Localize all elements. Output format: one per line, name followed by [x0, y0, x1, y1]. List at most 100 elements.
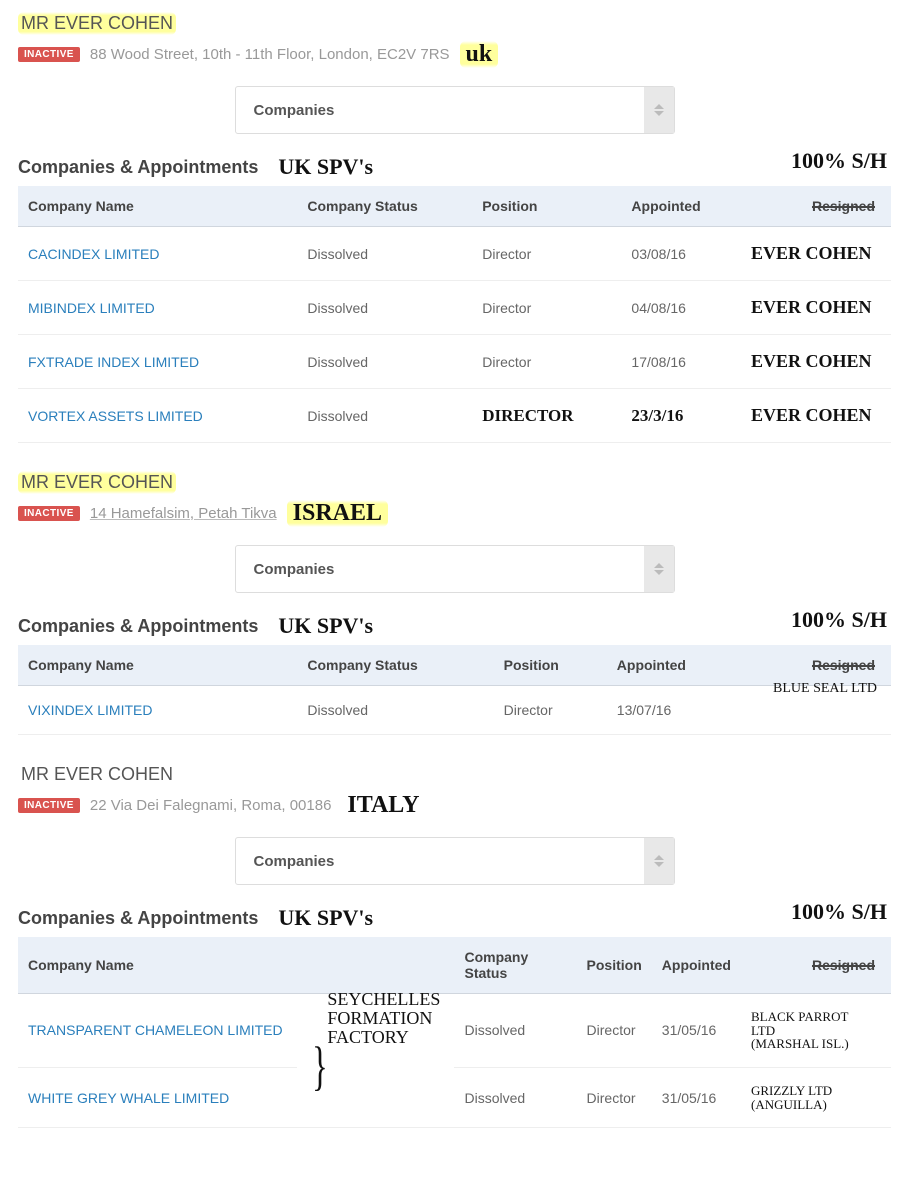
cell-note: EVER COHEN: [741, 389, 891, 443]
th-resigned: Resigned: [741, 645, 891, 686]
address-text: 22 Via Dei Falegnami, Roma, 00186: [90, 797, 332, 814]
th-brace: [297, 937, 454, 994]
cell-company: TRANSPARENT CHAMELEON LIMITED: [18, 994, 297, 1068]
companies-dropdown[interactable]: Companies: [235, 545, 675, 593]
table-body: VIXINDEX LIMITEDDissolvedDirector13/07/1…: [18, 686, 891, 735]
th-position: Position: [472, 186, 621, 227]
company-link[interactable]: VIXINDEX LIMITED: [28, 702, 152, 718]
company-link[interactable]: CACINDEX LIMITED: [28, 246, 159, 262]
status-badge: INACTIVE: [18, 47, 80, 62]
annotation-owner: EVER COHEN: [751, 243, 872, 263]
cell-status: Dissolved: [297, 281, 472, 335]
cell-appointed: 04/08/16: [621, 281, 741, 335]
annotation-owner: EVER COHEN: [751, 297, 872, 317]
person-section: MR EVER COHENINACTIVE14 Hamefalsim, Peta…: [18, 471, 891, 735]
companies-dropdown[interactable]: Companies: [235, 86, 675, 134]
dropdown-handle[interactable]: [644, 838, 674, 884]
ca-heading: Companies & Appointments: [18, 908, 258, 929]
th-resigned-text: Resigned: [812, 957, 875, 973]
person-name: MR EVER COHEN: [18, 471, 176, 494]
dropdown-handle[interactable]: [644, 546, 674, 592]
company-link[interactable]: MIBINDEX LIMITED: [28, 300, 155, 316]
table-body: CACINDEX LIMITEDDissolvedDirector03/08/1…: [18, 227, 891, 443]
th-position: Position: [577, 937, 652, 994]
person-section: MR EVER COHEN INACTIVE 22 Via Dei Falegnam…: [18, 763, 891, 1128]
annotation-uk-spv: UK SPV's: [278, 905, 373, 931]
person-name: MR EVER COHEN: [18, 763, 176, 786]
cell-appointed: 03/08/16: [621, 227, 741, 281]
dropdown-handle[interactable]: [644, 87, 674, 133]
cell-note: EVER COHEN: [741, 227, 891, 281]
cell-appointed: 31/05/16: [652, 994, 741, 1068]
th-resigned-text: Resigned: [812, 657, 875, 673]
cell-status: Dissolved: [297, 389, 472, 443]
cell-position: Director: [494, 686, 607, 735]
companies-dropdown[interactable]: Companies: [235, 837, 675, 885]
companies-table: Company NameCompany StatusPositionAppoin…: [18, 645, 891, 735]
annotation-appointed: 23/3/16: [631, 406, 683, 425]
table-wrap: Company NameCompany StatusPositionAppoin…: [18, 186, 891, 443]
th-appointed: Appointed: [652, 937, 741, 994]
table-row: MIBINDEX LIMITEDDissolvedDirector04/08/1…: [18, 281, 891, 335]
cell-status: Dissolved: [297, 227, 472, 281]
table-wrap: Company NameCompany StatusPositionAppoin…: [18, 937, 891, 1128]
th-position: Position: [494, 645, 607, 686]
chevron-down-icon: [654, 570, 664, 575]
th-status: Company Status: [297, 186, 472, 227]
table-row: VIXINDEX LIMITEDDissolvedDirector13/07/1…: [18, 686, 891, 735]
cell-status: Dissolved: [454, 1067, 576, 1127]
table-row: WHITE GREY WHALE LIMITEDDissolvedDirecto…: [18, 1067, 891, 1127]
th-appointed: Appointed: [621, 186, 741, 227]
country-annotation: uk: [460, 41, 499, 68]
cell-position: DIRECTOR: [472, 389, 621, 443]
ca-heading: Companies & Appointments: [18, 616, 258, 637]
cell-company: VORTEX ASSETS LIMITED: [18, 389, 297, 443]
company-link[interactable]: VORTEX ASSETS LIMITED: [28, 408, 203, 424]
th-company: Company Name: [18, 186, 297, 227]
annotation-position: DIRECTOR: [482, 406, 573, 425]
annotation-owner: EVER COHEN: [751, 405, 872, 425]
annotation-uk-spv: UK SPV's: [278, 613, 373, 639]
annotation-owner-small: BLACK PARROTLTD(MARSHAL ISL.): [751, 1010, 883, 1051]
dropdown-label: Companies: [254, 102, 335, 119]
table-row: FXTRADE INDEX LIMITEDDissolvedDirector17…: [18, 335, 891, 389]
cell-note: BLACK PARROTLTD(MARSHAL ISL.): [741, 994, 891, 1068]
cell-status: Dissolved: [454, 994, 576, 1068]
annotation-uk-spv: UK SPV's: [278, 154, 373, 180]
companies-table: Company NameCompany StatusPositionAppoin…: [18, 937, 891, 1128]
ca-heading-row: Companies & AppointmentsUK SPV's100% S/H: [18, 154, 891, 180]
curly-brace-icon: }: [313, 1056, 329, 1078]
dropdown-label: Companies: [254, 853, 335, 870]
person-section: MR EVER COHENINACTIVE88 Wood Street, 10t…: [18, 12, 891, 443]
th-resigned-text: Resigned: [812, 198, 875, 214]
cell-company: WHITE GREY WHALE LIMITED: [18, 1067, 297, 1127]
company-link[interactable]: FXTRADE INDEX LIMITED: [28, 354, 199, 370]
cell-note: EVER COHEN: [741, 335, 891, 389]
th-status: Company Status: [297, 645, 493, 686]
cell-position: Director: [472, 335, 621, 389]
cell-company: VIXINDEX LIMITED: [18, 686, 297, 735]
status-badge: INACTIVE: [18, 798, 80, 813]
cell-appointed: 31/05/16: [652, 1067, 741, 1127]
company-link[interactable]: WHITE GREY WHALE LIMITED: [28, 1090, 229, 1106]
cell-brace: }SEYCHELLESFORMATIONFACTORY: [297, 994, 454, 1128]
cell-company: CACINDEX LIMITED: [18, 227, 297, 281]
ca-heading: Companies & Appointments: [18, 157, 258, 178]
cell-appointed: 23/3/16: [621, 389, 741, 443]
annotation-formation: SEYCHELLESFORMATIONFACTORY: [327, 990, 440, 1047]
company-link[interactable]: TRANSPARENT CHAMELEON LIMITED: [28, 1022, 283, 1038]
table-head: Company NameCompany StatusPositionAppoin…: [18, 186, 891, 227]
table-row: CACINDEX LIMITED DissolvedDirector03/08/1…: [18, 227, 891, 281]
cell-company: FXTRADE INDEX LIMITED: [18, 335, 297, 389]
th-status: Company Status: [454, 937, 576, 994]
country-annotation: ITALY: [341, 792, 425, 819]
cell-status: Dissolved: [297, 686, 493, 735]
cell-position: Director: [472, 227, 621, 281]
cell-status: Dissolved: [297, 335, 472, 389]
annotation-owner-small: GRIZZLY LTD(ANGUILLA): [751, 1084, 883, 1111]
table-header-row: Company NameCompany StatusPositionAppoin…: [18, 186, 891, 227]
dropdown-wrap: Companies: [18, 837, 891, 885]
address-text: 88 Wood Street, 10th - 11th Floor, Londo…: [90, 46, 450, 63]
table-row: VORTEX ASSETS LIMITED Dissolved DIRECTOR 23…: [18, 389, 891, 443]
table-row: TRANSPARENT CHAMELEON LIMITED}SEYCHELLES…: [18, 994, 891, 1068]
